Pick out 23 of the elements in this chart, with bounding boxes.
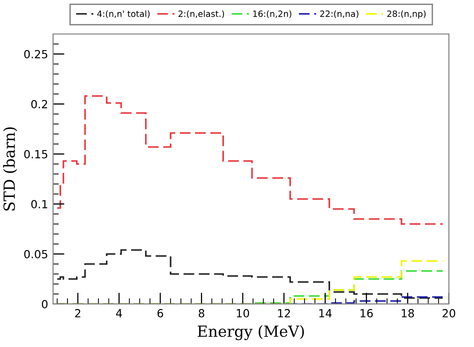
x-axis-title: Energy (MeV) (198, 325, 304, 340)
x-tick-label: 10 (236, 309, 250, 318)
legend-label: 2:(n,elast.) (178, 10, 224, 18)
y-tick-label: 0.1 (31, 200, 48, 208)
x-tick-label: 16 (360, 309, 373, 318)
y-tick-label: 0 (42, 300, 48, 308)
x-tick-label: 6 (158, 309, 164, 318)
legend-label: 16:(n,2n) (253, 10, 292, 18)
x-tick-label: 12 (278, 309, 290, 318)
x-tick-label: 8 (198, 309, 204, 318)
x-tick-label: 14 (319, 309, 332, 318)
y-tick-label: 0.05 (24, 250, 48, 258)
x-tick-label: 20 (442, 309, 456, 318)
legend-label: 28:(n,np) (387, 10, 426, 19)
y-tick-label: 0.2 (31, 100, 48, 108)
y-axis-title: STD (barn) (3, 127, 18, 211)
x-tick-label: 18 (402, 309, 414, 318)
x-tick-label: 2 (75, 309, 80, 318)
y-tick-label: 0.15 (24, 150, 48, 158)
legend-label: 4:(n,n' total) (97, 10, 150, 18)
legend-label: 22:(n,na) (320, 10, 358, 18)
x-tick-label: 4 (116, 309, 122, 318)
y-tick-label: 0.25 (24, 50, 48, 58)
